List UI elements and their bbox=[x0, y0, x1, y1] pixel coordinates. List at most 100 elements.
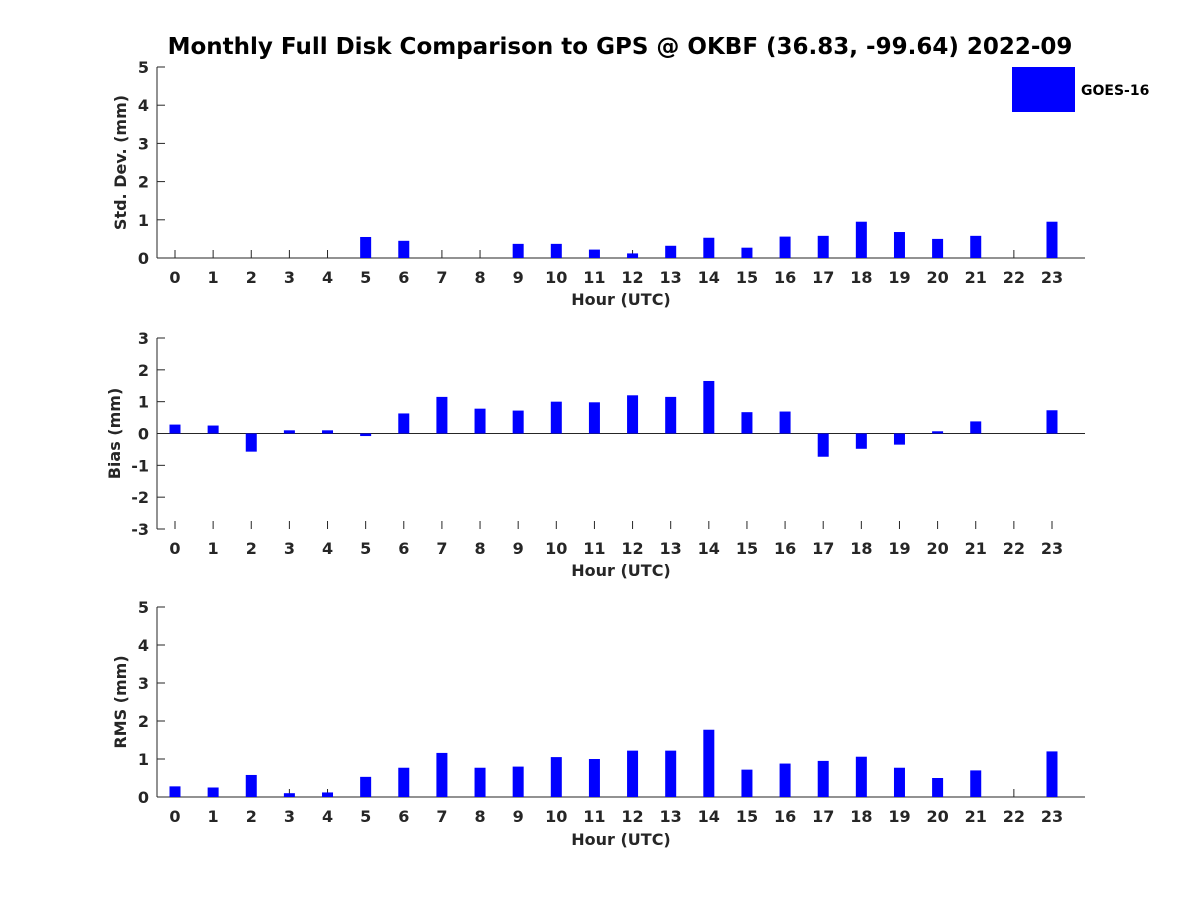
bar-rms-7 bbox=[436, 752, 448, 797]
x-tick-label: 10 bbox=[545, 268, 567, 287]
x-tick-label: 3 bbox=[284, 268, 295, 287]
y-tick-label: 4 bbox=[138, 636, 149, 655]
x-tick-label: 5 bbox=[360, 268, 371, 287]
bar-rms-10 bbox=[550, 757, 562, 797]
x-tick-label: 16 bbox=[774, 807, 796, 826]
bar-std-dev-17 bbox=[817, 235, 829, 258]
x-tick-label: 4 bbox=[322, 539, 333, 558]
bar-rms-14 bbox=[703, 729, 715, 797]
bar-rms-16 bbox=[779, 763, 791, 797]
x-tick-label: 4 bbox=[322, 807, 333, 826]
bar-std-dev-6 bbox=[398, 240, 410, 258]
x-tick-label: 0 bbox=[169, 268, 180, 287]
bar-std-dev-21 bbox=[970, 235, 982, 258]
y-tick-label: 2 bbox=[138, 361, 149, 380]
x-tick-label: 2 bbox=[246, 268, 257, 287]
bar-bias-15 bbox=[741, 412, 753, 434]
bar-rms-20 bbox=[932, 778, 944, 797]
y-tick-label: 0 bbox=[138, 788, 149, 807]
y-tick-label: -2 bbox=[131, 488, 149, 507]
bar-std-dev-10 bbox=[550, 243, 562, 258]
bar-bias-7 bbox=[436, 396, 448, 434]
x-tick-label: 13 bbox=[660, 539, 682, 558]
bar-bias-8 bbox=[474, 408, 486, 434]
x-tick-label: 19 bbox=[888, 539, 910, 558]
x-tick-label: 10 bbox=[545, 807, 567, 826]
y-tick-label: 2 bbox=[138, 712, 149, 731]
bar-bias-10 bbox=[550, 401, 562, 434]
y-tick-label: 3 bbox=[138, 674, 149, 693]
bar-rms-8 bbox=[474, 767, 486, 797]
x-tick-label: 15 bbox=[736, 807, 758, 826]
bar-rms-9 bbox=[512, 766, 524, 797]
y-tick-label: 0 bbox=[138, 249, 149, 268]
bar-bias-12 bbox=[627, 395, 639, 434]
x-tick-label: 8 bbox=[474, 539, 485, 558]
bar-rms-0 bbox=[169, 786, 181, 797]
x-tick-label: 20 bbox=[926, 268, 948, 287]
bar-bias-21 bbox=[970, 421, 982, 434]
bar-std-dev-15 bbox=[741, 247, 753, 258]
x-tick-label: 0 bbox=[169, 807, 180, 826]
bar-rms-4 bbox=[322, 792, 334, 797]
x-axis-label: Hour (UTC) bbox=[571, 561, 671, 580]
x-tick-label: 21 bbox=[965, 268, 987, 287]
x-tick-label: 16 bbox=[774, 539, 796, 558]
bar-std-dev-19 bbox=[893, 232, 905, 258]
x-tick-label: 11 bbox=[583, 539, 605, 558]
x-tick-label: 23 bbox=[1041, 539, 1063, 558]
bar-bias-14 bbox=[703, 380, 715, 434]
x-tick-label: 5 bbox=[360, 539, 371, 558]
y-tick-label: 1 bbox=[138, 750, 149, 769]
x-tick-label: 2 bbox=[246, 807, 257, 826]
x-tick-label: 8 bbox=[474, 807, 485, 826]
x-tick-label: 12 bbox=[621, 807, 643, 826]
bar-std-dev-16 bbox=[779, 236, 791, 258]
y-tick-label: 4 bbox=[138, 96, 149, 115]
bar-bias-1 bbox=[207, 425, 219, 434]
x-tick-label: 12 bbox=[621, 268, 643, 287]
y-tick-label: 1 bbox=[138, 393, 149, 412]
x-tick-label: 14 bbox=[698, 268, 720, 287]
bar-rms-17 bbox=[817, 760, 829, 797]
x-tick-label: 6 bbox=[398, 807, 409, 826]
x-tick-label: 1 bbox=[208, 539, 219, 558]
bar-rms-15 bbox=[741, 769, 753, 797]
bar-std-dev-13 bbox=[665, 245, 677, 258]
bar-rms-13 bbox=[665, 750, 677, 797]
x-tick-label: 22 bbox=[1003, 268, 1025, 287]
x-tick-label: 11 bbox=[583, 268, 605, 287]
bar-std-dev-20 bbox=[932, 238, 944, 258]
bar-std-dev-9 bbox=[512, 243, 524, 258]
x-tick-label: 17 bbox=[812, 807, 834, 826]
x-axis-label: Hour (UTC) bbox=[571, 830, 671, 849]
x-tick-label: 6 bbox=[398, 539, 409, 558]
bar-rms-2 bbox=[245, 774, 257, 797]
legend-swatch bbox=[1012, 67, 1075, 112]
y-axis-label: RMS (mm) bbox=[111, 655, 130, 748]
x-tick-label: 7 bbox=[436, 807, 447, 826]
bar-bias-0 bbox=[169, 424, 181, 434]
x-tick-label: 13 bbox=[660, 268, 682, 287]
x-tick-label: 18 bbox=[850, 268, 872, 287]
bar-std-dev-18 bbox=[855, 221, 867, 258]
y-tick-label: 1 bbox=[138, 211, 149, 230]
x-tick-label: 4 bbox=[322, 268, 333, 287]
bar-bias-16 bbox=[779, 411, 791, 434]
x-tick-label: 6 bbox=[398, 268, 409, 287]
bar-std-dev-5 bbox=[360, 236, 372, 258]
x-tick-label: 1 bbox=[208, 268, 219, 287]
bar-std-dev-12 bbox=[627, 253, 639, 258]
x-tick-label: 9 bbox=[513, 539, 524, 558]
x-tick-label: 5 bbox=[360, 807, 371, 826]
bar-rms-1 bbox=[207, 787, 219, 797]
bar-std-dev-11 bbox=[588, 249, 600, 258]
bar-std-dev-23 bbox=[1046, 221, 1058, 258]
x-tick-label: 14 bbox=[698, 539, 720, 558]
y-axis-label: Bias (mm) bbox=[105, 388, 124, 480]
bar-bias-5 bbox=[360, 433, 372, 437]
